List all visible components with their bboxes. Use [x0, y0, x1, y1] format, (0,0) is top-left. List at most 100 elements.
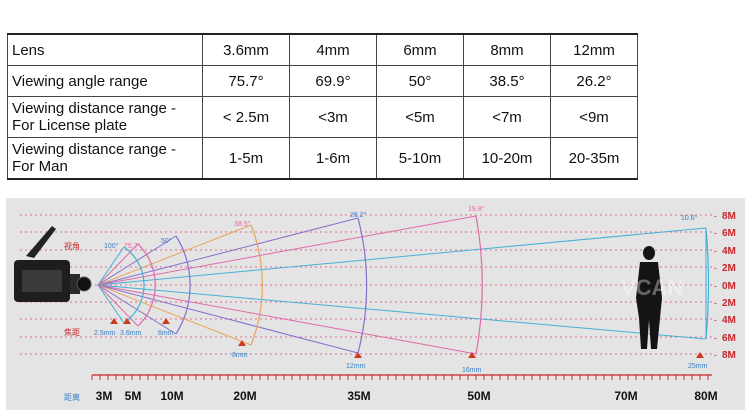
coverage-arc [123, 246, 145, 324]
focal-length-label: 12mm [346, 363, 366, 370]
distance-label: 3M [96, 389, 113, 403]
distance-label: 5M [125, 389, 142, 403]
table-cell: <3m [289, 96, 377, 138]
table-row-man: Viewing distance range - For Man 1-5m 1-6… [7, 137, 638, 180]
lens-spec-table: Lens 3.6mm 4mm 6mm 8mm 12mm Viewing angl… [7, 33, 638, 180]
height-scale-label: 6M [722, 333, 736, 344]
height-scale-label: 2M [722, 298, 736, 309]
distance-caption: 距离 [64, 392, 80, 402]
focal-marker-icon [354, 352, 362, 358]
lens-coverage-diagram: 8M -6M -4M -2M -0M -2M -4M -6M -8M -100° 75.7° 50° 3… [6, 198, 745, 410]
coverage-arc [357, 217, 368, 354]
camera-icon [14, 226, 92, 302]
height-scale-label: 0M [722, 281, 736, 292]
coverage-beam-edge [97, 284, 125, 324]
height-scale-tick: - [714, 315, 717, 325]
focal-length-label: 25mm [688, 363, 708, 370]
row-label-line: For Man [12, 158, 68, 175]
distance-label: 10M [160, 389, 183, 403]
row-label-line: Viewing distance range - [12, 141, 176, 158]
focal-length-label: 3.6mm [120, 330, 142, 337]
row-label: Viewing distance range - For License plat… [7, 96, 203, 138]
coverage-arc [250, 224, 263, 346]
table-cell: 1-5m [202, 137, 290, 180]
angle-caption: 视角 [64, 241, 80, 251]
angle-label: 50° [161, 237, 172, 245]
row-label: Viewing distance range - For Man [7, 137, 203, 180]
table-cell: 1-6m [289, 137, 377, 180]
focal-marker-icon [110, 318, 118, 324]
height-scale-tick: - [714, 228, 717, 238]
coverage-arc [475, 215, 483, 355]
height-scale-tick: - [714, 281, 717, 291]
table-cell: 20-35m [550, 137, 638, 180]
height-scale-label: 8M [722, 350, 736, 361]
table-cell: 75.7° [202, 65, 290, 97]
height-scale-tick: - [714, 246, 717, 256]
table-row-viewing-angle: Viewing angle range 75.7° 69.9° 50° 38.5… [7, 65, 638, 97]
angle-label: 75.7° [124, 242, 141, 250]
coverage-beam-edge [97, 284, 252, 346]
height-scale-tick: - [714, 350, 717, 360]
height-scale-label: 2M [722, 263, 736, 274]
table-cell: 10-20m [463, 137, 551, 180]
focal-marker-icon [696, 352, 704, 358]
height-scale-tick: - [714, 211, 717, 221]
height-scale-tick: - [714, 263, 717, 273]
table-cell: 50° [376, 65, 464, 97]
angle-label: 19.8° [468, 205, 485, 213]
distance-label: 70M [614, 389, 637, 403]
coverage-beam-edge [97, 227, 707, 286]
watermark-text: VCAN [621, 275, 683, 300]
table-cell: < 2.5m [202, 96, 290, 138]
distance-label: 80M [694, 389, 717, 403]
height-scale-label: 4M [722, 315, 736, 326]
focal-length-label: 8mm [232, 352, 248, 359]
header-cell-3-6mm: 3.6mm [202, 33, 290, 66]
focal-marker-icon [123, 318, 131, 324]
coverage-beam-edge [97, 224, 252, 286]
focal-length-label: 2.5mm [94, 330, 116, 337]
angle-label: 38.5° [234, 220, 251, 228]
table-cell: 69.9° [289, 65, 377, 97]
coverage-beam-edge [97, 284, 359, 354]
height-scale-label: 8M [722, 211, 736, 222]
header-cell-8mm: 8mm [463, 33, 551, 66]
person-silhouette-icon [636, 246, 662, 349]
coverage-beam-edge [97, 243, 139, 286]
table-header-row: Lens 3.6mm 4mm 6mm 8mm 12mm [7, 33, 638, 66]
focal-marker-icon [238, 340, 246, 346]
angle-label: 100° [104, 242, 119, 250]
height-scale-tick: - [714, 333, 717, 343]
header-cell-12mm: 12mm [550, 33, 638, 66]
angle-label: 26.2° [350, 211, 367, 219]
height-scale-label: 4M [722, 246, 736, 257]
table-cell: <9m [550, 96, 638, 138]
coverage-beam-edge [97, 246, 125, 286]
row-label: Viewing angle range [7, 65, 203, 97]
focal-length-label: 6mm [158, 330, 174, 337]
distance-label: 35M [347, 389, 370, 403]
table-cell: 38.5° [463, 65, 551, 97]
coverage-beam-edge [97, 284, 139, 327]
coverage-beam-edge [97, 284, 477, 355]
focal-caption: 焦距 [64, 327, 80, 337]
row-label-line: For License plate [12, 117, 128, 134]
table-cell: 5-10m [376, 137, 464, 180]
coverage-arc [137, 243, 156, 327]
height-scale-label: 6M [722, 228, 736, 239]
angle-label: 10.6° [681, 214, 698, 222]
distance-label: 50M [467, 389, 490, 403]
table-cell: 26.2° [550, 65, 638, 97]
header-cell-4mm: 4mm [289, 33, 377, 66]
focal-marker-icon [162, 318, 170, 324]
coverage-diagram-svg: 8M-6M-4M-2M-0M-2M-4M-6M-8M-100° 75.7°50°3… [14, 205, 736, 403]
coverage-beam-edge [97, 284, 707, 340]
distance-label: 20M [233, 389, 256, 403]
table-cell: <5m [376, 96, 464, 138]
row-label-line: Viewing distance range - [12, 100, 176, 117]
coverage-arc [175, 235, 191, 335]
coverage-beam-edge [97, 217, 359, 286]
header-cell-6mm: 6mm [376, 33, 464, 66]
focal-length-label: 16mm [462, 367, 482, 374]
